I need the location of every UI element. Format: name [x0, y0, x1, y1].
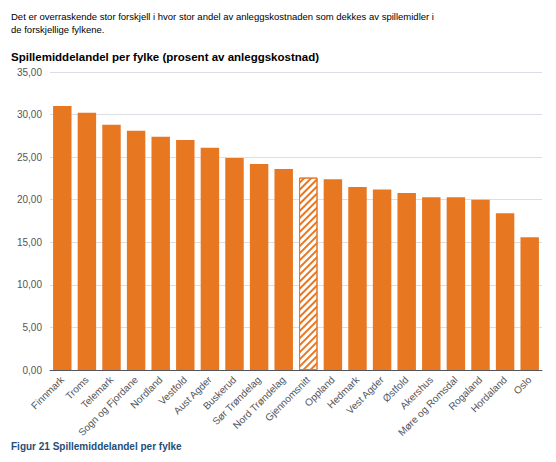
svg-text:15,00: 15,00	[17, 237, 42, 248]
svg-text:Det er overraskende stor forsk: Det er overraskende stor forskjell i hvo…	[11, 11, 434, 22]
svg-text:25,00: 25,00	[17, 152, 42, 163]
svg-text:5,00: 5,00	[23, 322, 43, 333]
svg-text:Telemark: Telemark	[79, 374, 116, 411]
svg-text:Møre og Romsdal: Møre og Romsdal	[395, 374, 460, 438]
svg-text:Figur 21 Spillemiddelandel per: Figur 21 Spillemiddelandel per fylke	[11, 441, 182, 452]
svg-text:Sogn og Fjordane: Sogn og Fjordane	[76, 374, 140, 438]
svg-text:Troms: Troms	[63, 374, 91, 402]
svg-text:Akershus: Akershus	[398, 374, 436, 412]
svg-text:35,00: 35,00	[17, 67, 42, 78]
svg-text:10,00: 10,00	[17, 279, 42, 290]
svg-text:Vest Agder: Vest Agder	[344, 374, 386, 416]
svg-text:Hedmark: Hedmark	[325, 374, 362, 411]
svg-text:Nord Trøndelag: Nord Trøndelag	[230, 374, 288, 431]
svg-text:Nordland: Nordland	[128, 374, 164, 410]
svg-text:Spillemiddelandel per fylke (p: Spillemiddelandel per fylke (prosent av …	[11, 51, 319, 63]
svg-text:0,00: 0,00	[23, 365, 43, 376]
svg-text:Finnmark: Finnmark	[29, 374, 66, 411]
svg-text:Hordaland: Hordaland	[469, 374, 509, 414]
svg-text:de forskjellige fylkene.: de forskjellige fylkene.	[11, 24, 104, 35]
svg-text:20,00: 20,00	[17, 194, 42, 205]
svg-text:Vestfold: Vestfold	[156, 374, 190, 407]
svg-text:Sør Trøndelag: Sør Trøndelag	[210, 374, 263, 427]
svg-text:Rogaland: Rogaland	[446, 374, 485, 413]
svg-text:Oppland: Oppland	[302, 374, 337, 409]
svg-text:Buskerud: Buskerud	[200, 374, 239, 412]
svg-text:30,00: 30,00	[17, 109, 42, 120]
svg-text:Østfold: Østfold	[380, 374, 411, 405]
svg-text:Gjennomsnitt: Gjennomsnitt	[262, 374, 313, 424]
svg-text:Aust Agder: Aust Agder	[171, 374, 214, 417]
svg-text:Oslo: Oslo	[511, 374, 534, 397]
